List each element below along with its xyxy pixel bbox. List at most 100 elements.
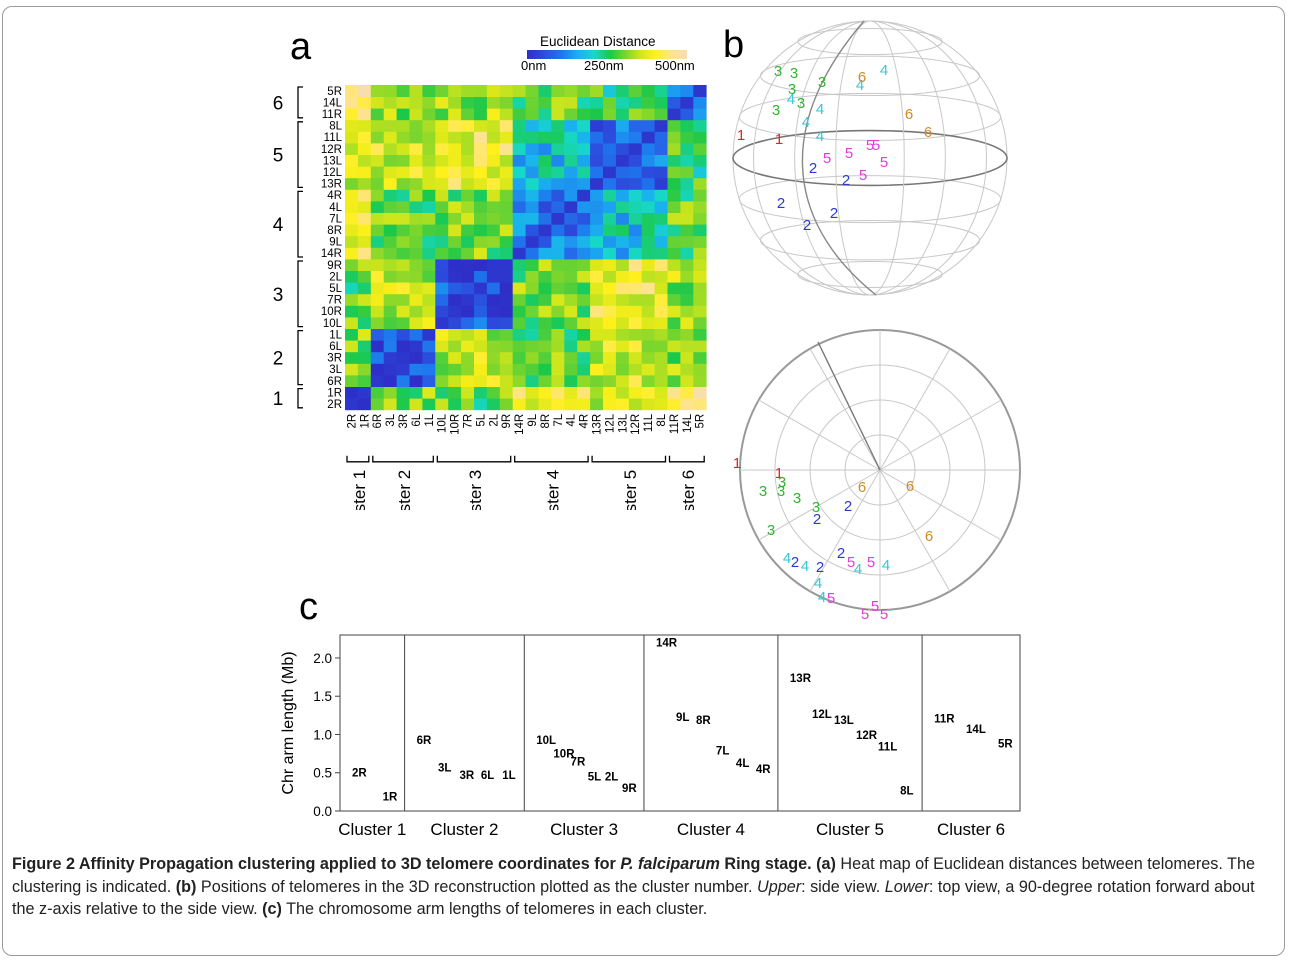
- heatmap-cell: [499, 363, 514, 376]
- heatmap-cell: [564, 96, 578, 109]
- heatmap-cell: [590, 154, 604, 167]
- heatmap-cell: [422, 282, 436, 295]
- heatmap-cell: [396, 259, 410, 271]
- heatmap-cell: [461, 131, 475, 144]
- heatmap-col-label: 8R: [540, 414, 552, 429]
- heatmap-cell: [499, 305, 514, 318]
- heatmap-cell: [564, 282, 578, 295]
- heatmap-cell: [512, 328, 526, 341]
- heatmap-cell: [603, 340, 617, 353]
- heatmap-cell: [512, 351, 526, 364]
- heatmap-cell: [654, 398, 668, 411]
- heatmap-cell: [615, 328, 630, 341]
- heatmap-cell: [654, 375, 668, 387]
- heatmap-cell: [551, 305, 565, 318]
- heatmap-cell: [370, 119, 385, 132]
- heatmap-cell: [680, 212, 694, 225]
- heatmap-cell: [474, 201, 488, 213]
- heatmap-cell: [590, 317, 604, 329]
- heatmap-cell: [396, 293, 410, 306]
- heatmap-col-label: 6L: [411, 413, 423, 426]
- heatmap-row-label: 14L: [323, 97, 343, 109]
- heatmap-cell: [603, 363, 617, 376]
- heatmap-cell: [603, 108, 617, 121]
- heatmap-cell: [409, 351, 423, 364]
- heatmap-cell: [345, 247, 359, 260]
- heatmap-cells: [345, 85, 707, 411]
- heatmap-cell: [628, 201, 643, 213]
- heatmap-cell: [538, 317, 552, 329]
- heatmap-cell: [370, 293, 385, 306]
- heatmap-cell: [551, 224, 565, 237]
- heatmap-cell: [603, 247, 617, 260]
- heatmap-cell: [551, 201, 565, 213]
- heatmap-cell: [345, 351, 359, 364]
- heatmap-cell: [383, 201, 397, 213]
- heatmap-cell: [564, 340, 578, 353]
- heatmap-cluster-bracket: [346, 455, 370, 463]
- heatmap-row-label: 3L: [329, 364, 342, 376]
- heatmap-cell: [525, 328, 539, 341]
- heatmap-cell: [383, 224, 397, 237]
- heatmap-cell: [474, 351, 488, 364]
- heatmap-cell: [422, 375, 436, 387]
- caption-upper-text: : side view.: [801, 877, 885, 896]
- heatmap-cell: [357, 340, 372, 353]
- heatmap-cell: [538, 293, 552, 306]
- heatmap-cell: [551, 189, 565, 202]
- heatmap-cell: [435, 375, 449, 387]
- sphere-top-point: 4: [882, 557, 890, 574]
- heatmap-cell: [486, 166, 501, 179]
- heatmap-cell: [693, 363, 707, 376]
- heatmap-cell: [525, 96, 539, 109]
- heatmap-cell: [357, 328, 372, 341]
- sphere-side-point: 2: [842, 172, 850, 189]
- heatmap-col-label: 6R: [372, 414, 384, 429]
- heatmap-cell: [551, 166, 565, 179]
- heatmap-cell: [693, 85, 707, 97]
- heatmap-cell: [551, 328, 565, 341]
- heatmap-cell: [370, 85, 385, 97]
- heatmap-cell: [564, 85, 578, 97]
- heatmap-col-label: 10R: [450, 414, 462, 435]
- sphere-side-point: 5: [845, 145, 853, 162]
- heatmap-cell: [551, 154, 565, 167]
- heatmap-cell: [603, 212, 617, 225]
- sphere-top-point: 5: [871, 598, 879, 615]
- heatmap-cell: [654, 282, 668, 295]
- heatmap-cell: [654, 201, 668, 213]
- heatmap-cell: [641, 317, 655, 329]
- y-axis-label: Chr arm length (Mb): [280, 651, 297, 794]
- heatmap-col-label: 5L: [475, 413, 487, 426]
- heatmap-cell: [525, 293, 539, 306]
- data-point-label: 10L: [536, 735, 556, 747]
- heatmap-cell: [615, 166, 630, 179]
- heatmap-cell: [564, 108, 578, 121]
- heatmap-cell: [474, 177, 488, 190]
- heatmap-cell: [357, 143, 372, 155]
- heatmap-cell: [615, 363, 630, 376]
- heatmap-cell: [628, 235, 643, 248]
- heatmap-cell: [680, 224, 694, 237]
- heatmap-cell: [499, 108, 514, 121]
- heatmap-cell: [525, 247, 539, 260]
- heatmap-cell: [345, 259, 359, 271]
- top-view-axis: [817, 341, 881, 471]
- heatmap-cell: [409, 131, 423, 144]
- heatmap-cell: [667, 108, 681, 121]
- heatmap-cell: [345, 224, 359, 237]
- heatmap-cell: [422, 177, 436, 190]
- heatmap-cell: [396, 351, 410, 364]
- heatmap-cell: [461, 375, 475, 387]
- sphere-top-point: 6: [925, 528, 933, 545]
- heatmap-cell: [422, 96, 436, 109]
- heatmap-cell: [383, 119, 397, 132]
- heatmap-cell: [422, 143, 436, 155]
- heatmap-group-bracket: [297, 387, 303, 409]
- heatmap-cell: [486, 398, 501, 411]
- heatmap-cell: [474, 398, 488, 411]
- heatmap-cell: [615, 340, 630, 353]
- heatmap-cell: [357, 119, 372, 132]
- heatmap-col-label: 3L: [385, 413, 397, 426]
- sphere-top-point: 3: [812, 499, 820, 516]
